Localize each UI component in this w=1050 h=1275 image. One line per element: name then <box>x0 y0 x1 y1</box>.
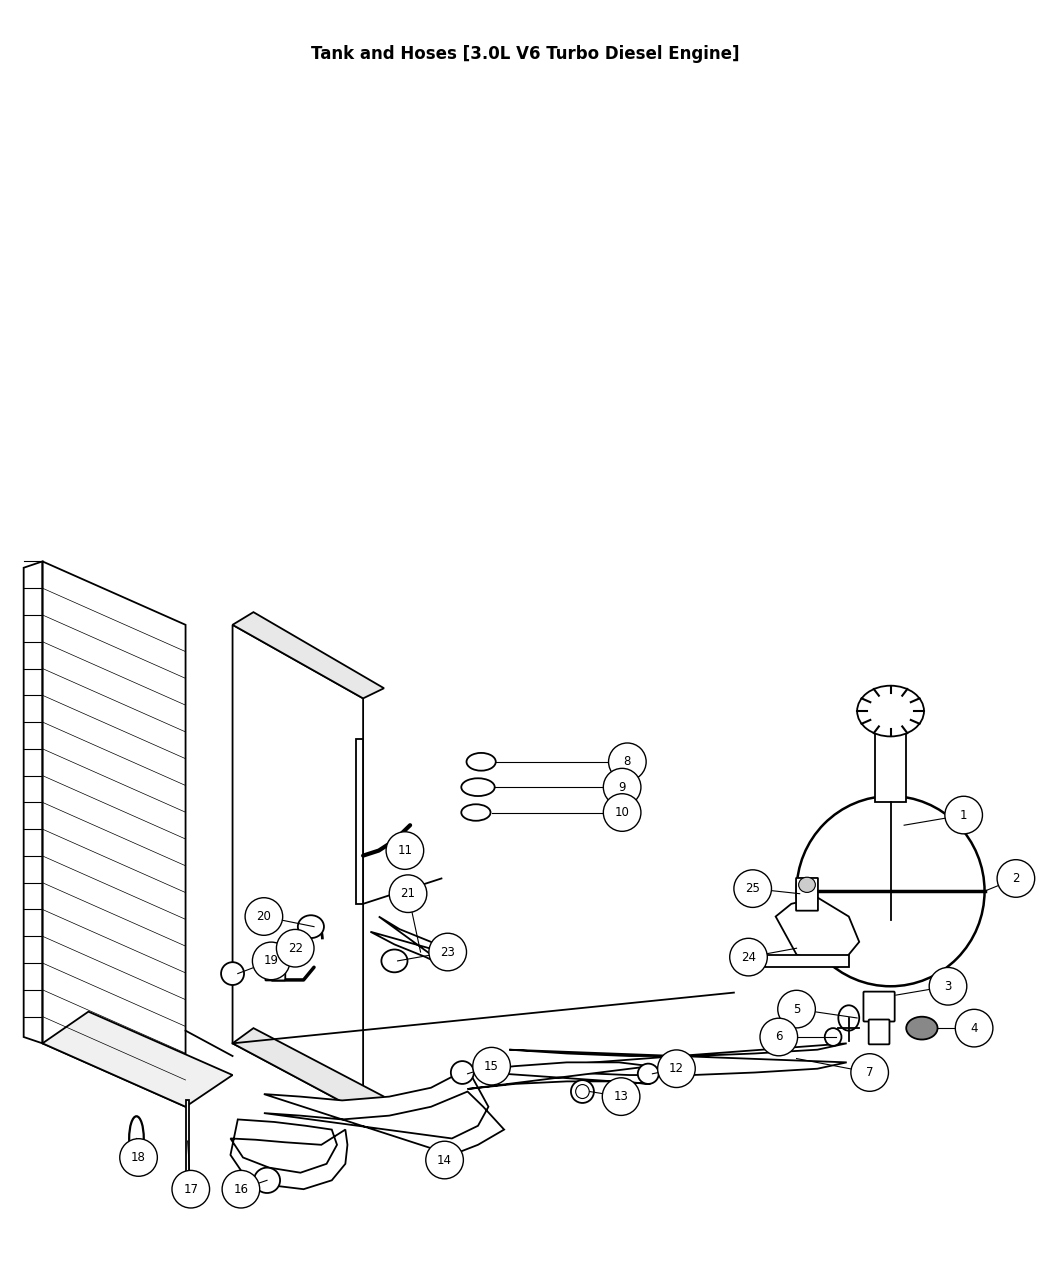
Text: 23: 23 <box>440 946 455 959</box>
Text: 5: 5 <box>793 1002 800 1016</box>
Ellipse shape <box>298 915 324 938</box>
Text: 22: 22 <box>288 942 302 955</box>
Polygon shape <box>467 1062 650 1089</box>
Polygon shape <box>264 1068 504 1155</box>
Text: 17: 17 <box>184 1183 198 1196</box>
Polygon shape <box>356 740 363 904</box>
Polygon shape <box>232 612 384 699</box>
Circle shape <box>734 870 772 908</box>
Circle shape <box>603 1077 639 1116</box>
Text: 24: 24 <box>741 951 756 964</box>
Polygon shape <box>765 955 848 968</box>
Circle shape <box>945 797 983 834</box>
Ellipse shape <box>461 805 490 821</box>
Ellipse shape <box>838 1005 859 1030</box>
Circle shape <box>472 1047 510 1085</box>
Circle shape <box>386 831 424 870</box>
FancyBboxPatch shape <box>796 878 818 910</box>
Text: 18: 18 <box>131 1151 146 1164</box>
Ellipse shape <box>571 1080 594 1103</box>
Circle shape <box>390 875 426 913</box>
Circle shape <box>657 1049 695 1088</box>
Polygon shape <box>232 1028 384 1113</box>
Circle shape <box>850 1053 888 1091</box>
Text: 11: 11 <box>397 844 413 857</box>
Text: 3: 3 <box>944 979 951 993</box>
Ellipse shape <box>637 1063 658 1084</box>
Polygon shape <box>42 1011 232 1107</box>
Text: 6: 6 <box>775 1030 782 1043</box>
Circle shape <box>428 933 466 970</box>
Circle shape <box>252 942 290 979</box>
Circle shape <box>604 794 640 831</box>
Polygon shape <box>509 1043 846 1075</box>
Ellipse shape <box>381 950 407 973</box>
Text: 2: 2 <box>1012 872 1020 885</box>
Circle shape <box>760 1019 798 1056</box>
Polygon shape <box>42 561 186 1107</box>
Text: 4: 4 <box>970 1021 978 1034</box>
Polygon shape <box>776 898 859 968</box>
FancyBboxPatch shape <box>868 1020 889 1044</box>
Text: 1: 1 <box>960 808 967 821</box>
FancyBboxPatch shape <box>863 992 895 1021</box>
Circle shape <box>998 859 1034 898</box>
Polygon shape <box>186 1100 189 1183</box>
Circle shape <box>276 929 314 966</box>
FancyBboxPatch shape <box>266 951 286 980</box>
Circle shape <box>245 898 282 936</box>
Ellipse shape <box>466 754 496 770</box>
Circle shape <box>730 938 768 975</box>
Text: 19: 19 <box>264 955 278 968</box>
Text: 21: 21 <box>400 887 416 900</box>
Text: 13: 13 <box>613 1090 629 1103</box>
Ellipse shape <box>824 1028 841 1046</box>
Circle shape <box>120 1139 158 1177</box>
Text: 15: 15 <box>484 1060 499 1072</box>
Ellipse shape <box>254 1168 280 1193</box>
Text: 20: 20 <box>256 910 271 923</box>
Polygon shape <box>230 1119 348 1190</box>
Circle shape <box>604 769 640 806</box>
Circle shape <box>956 1010 993 1047</box>
Ellipse shape <box>906 1016 938 1039</box>
Polygon shape <box>232 625 363 1113</box>
Text: 14: 14 <box>437 1154 453 1167</box>
Ellipse shape <box>797 796 985 987</box>
Ellipse shape <box>222 963 244 986</box>
Ellipse shape <box>857 686 924 737</box>
Polygon shape <box>875 731 906 802</box>
Circle shape <box>929 968 967 1005</box>
Circle shape <box>609 743 646 780</box>
Polygon shape <box>371 917 452 970</box>
Text: 7: 7 <box>866 1066 874 1079</box>
Circle shape <box>223 1170 259 1207</box>
Text: 8: 8 <box>624 755 631 769</box>
Text: Tank and Hoses [3.0L V6 Turbo Diesel Engine]: Tank and Hoses [3.0L V6 Turbo Diesel Eng… <box>311 45 739 62</box>
Text: 9: 9 <box>618 780 626 793</box>
Ellipse shape <box>575 1085 589 1099</box>
Circle shape <box>778 991 816 1028</box>
Text: 25: 25 <box>746 882 760 895</box>
Text: 12: 12 <box>669 1062 684 1075</box>
Ellipse shape <box>461 778 495 796</box>
Ellipse shape <box>450 1061 474 1084</box>
Circle shape <box>172 1170 210 1207</box>
Text: 10: 10 <box>614 806 630 819</box>
Circle shape <box>426 1141 463 1179</box>
Text: 16: 16 <box>233 1183 249 1196</box>
Ellipse shape <box>799 877 816 892</box>
